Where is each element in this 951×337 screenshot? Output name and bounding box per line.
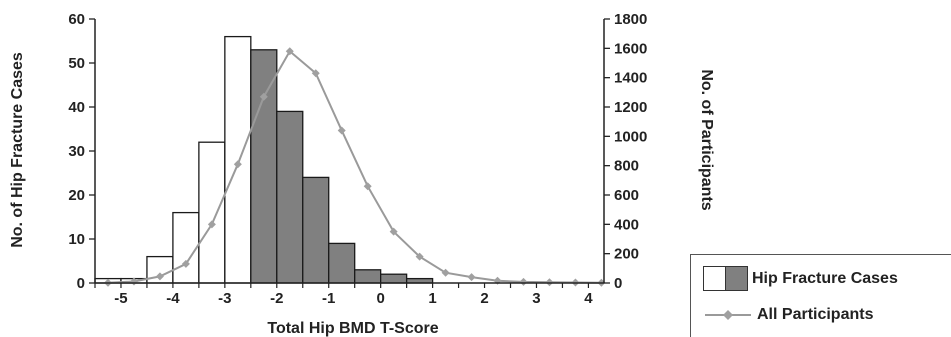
x-tick-label-2: -3 bbox=[218, 290, 231, 307]
y2-tick-label-1000: 1000 bbox=[614, 128, 647, 145]
bar-bin-6 bbox=[250, 49, 278, 284]
x-tick-label-4: -1 bbox=[322, 290, 335, 307]
participants-point-13 bbox=[441, 268, 450, 277]
y2-tick-label-0: 0 bbox=[614, 275, 622, 292]
y-tick-label-0: 0 bbox=[77, 275, 85, 292]
y-tick-label-60: 60 bbox=[68, 11, 85, 28]
y2-tick-label-1200: 1200 bbox=[614, 99, 647, 116]
y2-tick-label-1600: 1600 bbox=[614, 40, 647, 57]
x-tick-label-0: -5 bbox=[114, 290, 127, 307]
bar-bin-10 bbox=[354, 269, 382, 284]
participants-point-14 bbox=[467, 273, 476, 282]
legend-label-all-participants: All Participants bbox=[757, 306, 874, 323]
participants-point-6 bbox=[259, 92, 268, 101]
y2-tick-label-600: 600 bbox=[614, 187, 639, 204]
legend-line-marker bbox=[705, 310, 751, 320]
x-tick-label-8: 3 bbox=[532, 290, 540, 307]
y2-tick-label-1800: 1800 bbox=[614, 11, 647, 28]
bar-bin-3 bbox=[172, 211, 200, 284]
y-axis-title: No. of Hip Fracture Cases bbox=[9, 52, 26, 248]
participants-point-7 bbox=[285, 47, 294, 56]
legend-label-hip-fracture-cases: Hip Fracture Cases bbox=[752, 269, 898, 287]
y-tick-label-10: 10 bbox=[68, 231, 85, 248]
participants-point-11 bbox=[389, 227, 398, 236]
legend-swatch-filled bbox=[725, 266, 748, 291]
participants-series bbox=[103, 47, 606, 287]
x-axis-title: Total Hip BMD T-Score bbox=[267, 320, 438, 337]
x-tick-label-6: 1 bbox=[428, 290, 436, 307]
bar-bin-4 bbox=[198, 141, 226, 284]
participants-point-12 bbox=[415, 252, 424, 261]
participants-point-2 bbox=[155, 272, 164, 281]
participants-point-10 bbox=[363, 182, 372, 191]
bar-bin-9 bbox=[328, 242, 356, 284]
legend: Hip Fracture Cases All Participants bbox=[690, 254, 951, 337]
participants-point-5 bbox=[233, 160, 242, 169]
participants-point-16 bbox=[519, 277, 528, 286]
x-tick-label-1: -4 bbox=[166, 290, 180, 307]
y-tick-label-20: 20 bbox=[68, 187, 85, 204]
x-tick-label-5: 0 bbox=[376, 290, 384, 307]
legend-item-hip-fracture-cases: Hip Fracture Cases bbox=[703, 266, 898, 291]
axes: 0102030405060020040060080010001200140016… bbox=[68, 11, 647, 307]
legend-item-all-participants: All Participants bbox=[703, 305, 873, 325]
bar-bin-11 bbox=[380, 273, 408, 284]
y2-tick-label-800: 800 bbox=[614, 158, 639, 175]
y-tick-label-50: 50 bbox=[68, 55, 85, 72]
y-tick-label-30: 30 bbox=[68, 143, 85, 160]
bar-bin-5 bbox=[224, 35, 252, 284]
participants-line bbox=[107, 49, 602, 284]
y2-tick-label-400: 400 bbox=[614, 216, 639, 233]
participants-point-3 bbox=[181, 259, 190, 268]
legend-swatch-open bbox=[703, 266, 726, 291]
bar-bin-8 bbox=[302, 176, 330, 284]
x-tick-label-9: 4 bbox=[584, 290, 593, 307]
histogram-bars bbox=[94, 35, 434, 284]
x-tick-label-3: -2 bbox=[270, 290, 283, 307]
participants-point-9 bbox=[337, 126, 346, 135]
y2-tick-label-200: 200 bbox=[614, 246, 639, 263]
y-tick-label-40: 40 bbox=[68, 99, 85, 116]
x-tick-label-7: 2 bbox=[480, 290, 488, 307]
y2-tick-label-1400: 1400 bbox=[614, 70, 647, 87]
participants-point-4 bbox=[207, 220, 216, 229]
bar-bin-7 bbox=[276, 110, 304, 284]
participants-point-8 bbox=[311, 69, 320, 78]
y2-axis-title: No. of Participants bbox=[698, 69, 715, 210]
